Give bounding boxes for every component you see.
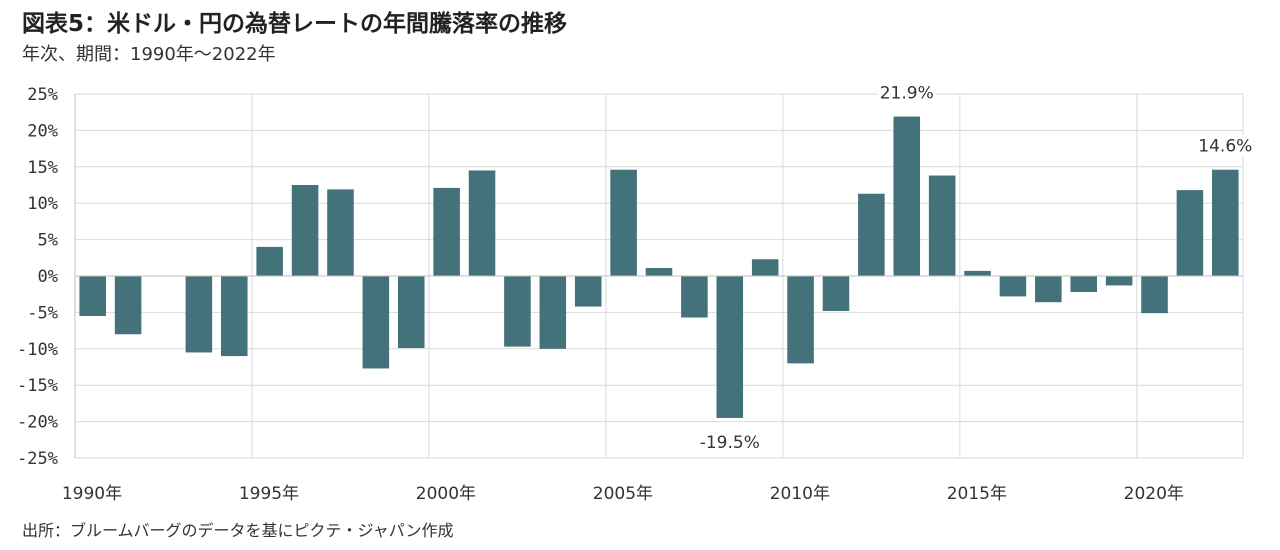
source-note: 出所：ブルームバーグのデータを基にピクテ・ジャパン作成 [22,521,454,540]
y-tick-label: -20% [17,413,58,433]
labels: 25% 20% 15% 10% 5% 0% -5% -10% -15% -20% -25%1990年… [17,81,1255,504]
y-tick-label: 15% [27,158,58,178]
data-label: 14.6% [1198,137,1252,157]
bar [716,276,744,418]
bar [185,276,213,353]
bar [1212,169,1239,276]
bar [858,193,885,276]
chart-subtitle: 年次、期間：1990年〜2022年 [22,44,276,65]
bar [645,267,673,276]
x-tick-label: 2020年 [1124,484,1184,504]
data-label: -19.5% [700,433,760,453]
bar [787,276,814,364]
bar [1176,190,1204,276]
y-tick-label: -10% [17,340,58,360]
y-tick-label: -5% [27,303,58,323]
bar [822,276,850,311]
bar [999,276,1027,297]
y-tick-label: 25% [27,85,58,105]
bar [610,169,637,276]
bar [1105,276,1133,286]
bar [327,189,354,276]
x-tick-label: 2005年 [593,484,653,504]
y-tick-label: -15% [17,376,58,396]
data-label: 21.9% [880,84,934,104]
data-label-bg [1196,134,1255,157]
bar [539,276,567,349]
x-tick-label: 2010年 [770,484,830,504]
bar [964,270,991,276]
x-tick-label: 2000年 [416,484,476,504]
bar [1070,276,1097,293]
bar [1035,276,1062,303]
x-tick-label: 1990年 [62,484,122,504]
x-tick-label: 2015年 [947,484,1007,504]
bar [397,276,425,349]
bar [751,259,779,276]
axes [74,94,1243,458]
bar [433,187,460,276]
chart-title: 図表5：米ドル・円の為替レートの年間騰落率の推移 [22,11,568,37]
bar [79,276,106,317]
x-tick-label: 1995年 [239,484,299,504]
bar [114,276,142,335]
bar [362,276,390,369]
bar [291,185,319,276]
y-tick-label: -25% [17,449,58,469]
y-tick-label: 5% [38,231,58,251]
bar [928,175,956,276]
bar [221,276,248,357]
y-tick-label: 20% [27,121,58,141]
bar [681,276,708,318]
data-label-bg [877,81,936,104]
bar [893,116,921,277]
data-label-bg [695,430,764,453]
bar [1141,276,1168,314]
bars [79,116,1239,418]
y-tick-label: 10% [27,194,58,214]
bar [256,246,283,276]
bar [504,276,531,347]
y-tick-label: 0% [38,267,58,287]
bar [574,276,602,307]
bar [468,170,496,276]
